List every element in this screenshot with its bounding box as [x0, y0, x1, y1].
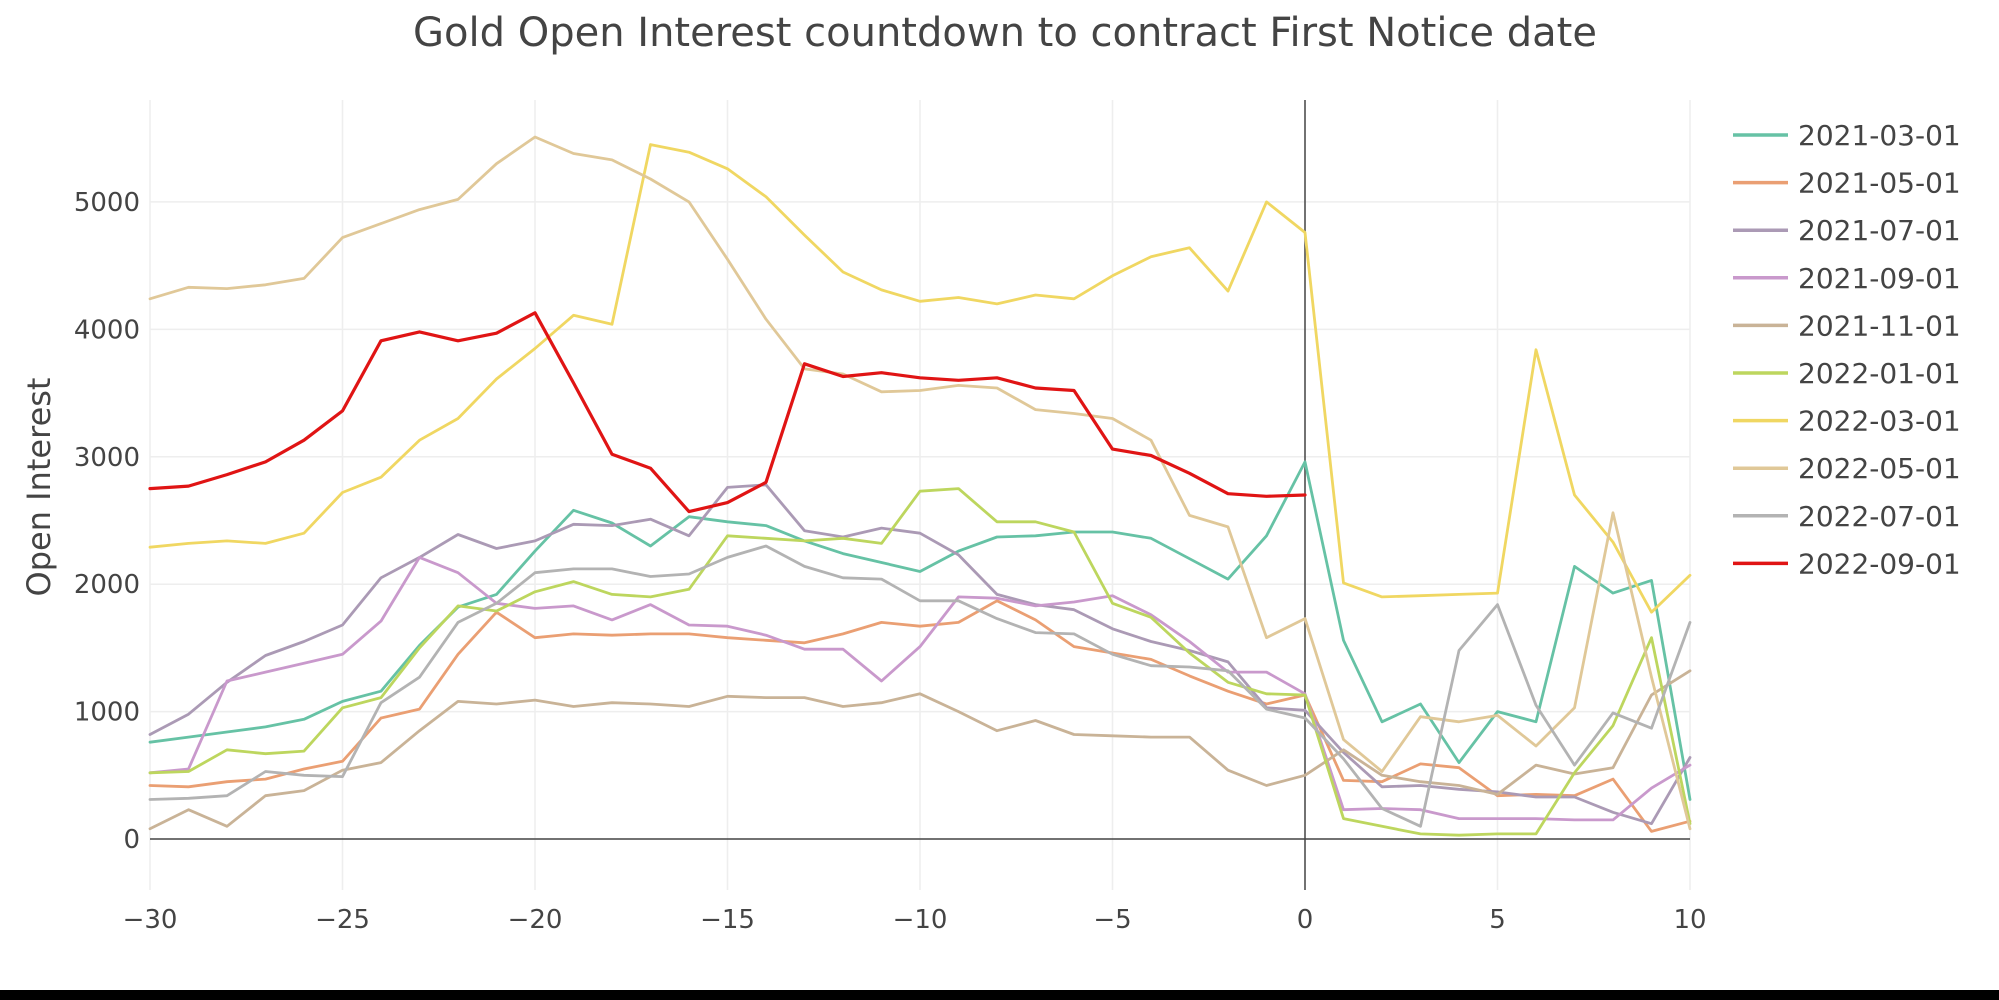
y-tick-label: 1000 — [74, 698, 140, 728]
legend-label: 2021-09-01 — [1798, 262, 1961, 295]
legend-item-2022-09-01[interactable]: 2022-09-01 — [1733, 547, 1961, 580]
series-line-2021-07-01 — [148, 483, 1692, 826]
x-tick-label: 10 — [1673, 905, 1706, 935]
x-tick-label: 0 — [1297, 905, 1314, 935]
legend-label: 2022-05-01 — [1798, 452, 1961, 485]
series-lines — [148, 135, 1692, 837]
legend-item-2021-09-01[interactable]: 2021-09-01 — [1733, 262, 1961, 295]
series-line-2022-09-01 — [148, 311, 1307, 514]
y-tick-label: 3000 — [74, 443, 140, 473]
x-tick-label: −10 — [893, 905, 948, 935]
x-tick-label: 5 — [1489, 905, 1506, 935]
chart-title: Gold Open Interest countdown to contract… — [413, 10, 1597, 56]
legend-item-2022-01-01[interactable]: 2022-01-01 — [1733, 357, 1961, 390]
legend-label: 2021-03-01 — [1798, 119, 1961, 152]
legend-item-2022-03-01[interactable]: 2022-03-01 — [1733, 405, 1961, 438]
series-line-2021-11-01 — [148, 669, 1692, 831]
y-tick-label: 2000 — [74, 570, 140, 600]
series-line-2022-05-01 — [148, 135, 1692, 831]
legend-item-2021-11-01[interactable]: 2021-11-01 — [1733, 309, 1961, 342]
legend-item-2022-07-01[interactable]: 2022-07-01 — [1733, 500, 1961, 533]
legend-item-2021-03-01[interactable]: 2021-03-01 — [1733, 119, 1961, 152]
legend-label: 2022-03-01 — [1798, 405, 1961, 438]
legend-label: 2022-09-01 — [1798, 547, 1961, 580]
series-line-2022-01-01 — [148, 487, 1692, 837]
y-tick-label: 4000 — [74, 315, 140, 345]
legend-label: 2021-05-01 — [1798, 167, 1961, 200]
grid — [149, 100, 1691, 890]
legend-label: 2021-11-01 — [1798, 309, 1961, 342]
tick-labels: −30 −25 −20 −15 −10 −5 0 5 10 0 1000 2000 3000 4000 50… — [74, 188, 1707, 935]
y-axis-label: Open Interest — [20, 378, 58, 597]
legend-label: 2021-07-01 — [1798, 214, 1961, 247]
series-line-2022-03-01 — [148, 143, 1692, 614]
x-tick-label: −25 — [315, 905, 370, 935]
legend-label: 2022-01-01 — [1798, 357, 1961, 390]
bottom-border — [0, 990, 1999, 1000]
series-line-2022-07-01 — [148, 544, 1692, 828]
x-tick-label: −20 — [508, 905, 563, 935]
legend-item-2021-05-01[interactable]: 2021-05-01 — [1733, 167, 1961, 200]
x-tick-label: −30 — [123, 905, 178, 935]
legend-item-2022-05-01[interactable]: 2022-05-01 — [1733, 452, 1961, 485]
series-line-2021-03-01 — [148, 460, 1692, 801]
legend-item-2021-07-01[interactable]: 2021-07-01 — [1733, 214, 1961, 247]
series-line-2021-09-01 — [148, 556, 1692, 822]
y-tick-label: 0 — [123, 825, 140, 855]
legend[interactable]: 2021-03-01 2021-05-01 2021-07-01 2021-09-01… — [1733, 119, 1961, 580]
y-tick-label: 5000 — [74, 188, 140, 218]
x-tick-label: −15 — [700, 905, 755, 935]
legend-label: 2022-07-01 — [1798, 500, 1961, 533]
x-tick-label: −5 — [1093, 905, 1131, 935]
